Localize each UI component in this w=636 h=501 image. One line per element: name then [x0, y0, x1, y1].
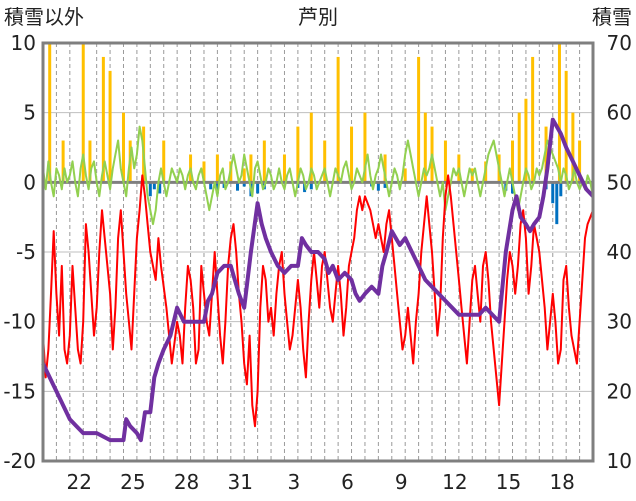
snowfall-bar	[162, 140, 166, 183]
snowfall-bar	[215, 154, 219, 183]
snowfall-bar	[323, 140, 327, 183]
precipitation-bar	[551, 182, 555, 204]
x-tick-label: 22	[67, 470, 92, 494]
snowfall-bar	[544, 126, 548, 183]
left-axis-ticks: 10 5 0 -5 -10 -15 -20	[3, 31, 36, 473]
snowfall-bar	[262, 140, 266, 183]
precipitation-bar	[152, 182, 156, 190]
snowfall-bar	[242, 168, 246, 183]
precipitation-bar	[511, 182, 515, 194]
left-tick-label: -15	[3, 379, 36, 403]
temp-max-line	[42, 174, 594, 428]
x-tick-label: 3	[288, 470, 301, 494]
snowfall-bar	[350, 126, 354, 183]
snowfall-bar	[108, 70, 112, 183]
snowfall-bar	[336, 56, 340, 183]
snowfall-bar	[61, 140, 65, 183]
x-tick-label: 25	[120, 470, 145, 494]
snowfall-bar	[309, 112, 313, 183]
x-axis-ticks: 22 25 28 31 3 6 9 12 15 18	[67, 470, 575, 494]
precipitation-bar	[215, 182, 219, 194]
x-tick-label: 9	[395, 470, 408, 494]
x-tick-label: 6	[341, 470, 354, 494]
snowfall-bar	[48, 43, 52, 183]
snowfall-bar	[296, 126, 300, 183]
precipitation-bar	[555, 182, 559, 225]
line-series	[41, 117, 595, 443]
precipitation-bar	[559, 182, 563, 197]
snowfall-bar	[81, 43, 85, 183]
right-tick-label: 50	[607, 170, 632, 194]
snowfall-bar	[403, 168, 407, 183]
snowfall-bar	[417, 56, 421, 183]
left-tick-label: 10	[11, 31, 36, 55]
right-tick-label: 40	[607, 240, 632, 264]
precipitation-bar	[242, 182, 246, 187]
precipitation-bar	[236, 182, 240, 191]
precipitation-bar	[158, 182, 162, 194]
left-tick-label: 5	[23, 101, 36, 125]
x-tick-label: 28	[174, 470, 199, 494]
snowfall-bar	[423, 112, 427, 183]
snowfall-bar	[517, 112, 521, 183]
snowfall-bars	[48, 43, 582, 183]
left-tick-label: -10	[3, 310, 36, 334]
x-tick-label: 15	[496, 470, 521, 494]
temp-mean-line	[42, 125, 594, 226]
left-tick-label: -5	[16, 240, 36, 264]
precipitation-bar	[256, 182, 260, 194]
right-axis-ticks: 70 60 50 40 30 20 10	[607, 31, 632, 473]
snowfall-bar	[88, 140, 92, 183]
x-tick-label: 12	[442, 470, 467, 494]
snowfall-bar	[202, 161, 206, 183]
x-tick-label: 18	[549, 470, 574, 494]
snowfall-bar	[578, 140, 582, 183]
snowfall-bar	[524, 98, 528, 183]
snowfall-bar	[101, 56, 105, 183]
x-tick-label: 31	[227, 470, 252, 494]
snowfall-bar	[249, 154, 253, 183]
right-axis-label: 積雪	[592, 5, 632, 29]
precipitation-bar	[383, 182, 387, 188]
snowfall-bar	[511, 140, 515, 183]
right-tick-label: 60	[607, 101, 632, 125]
right-tick-label: 70	[607, 31, 632, 55]
precipitation-bar	[309, 182, 313, 190]
left-tick-label: 0	[23, 170, 36, 194]
precipitation-bar	[376, 182, 380, 191]
snowfall-bar	[557, 43, 561, 183]
left-tick-label: -20	[3, 449, 36, 473]
right-tick-label: 20	[607, 379, 632, 403]
right-tick-label: 10	[607, 449, 632, 473]
precipitation-bar	[209, 182, 213, 190]
snowfall-bar	[383, 154, 387, 183]
precipitation-bar	[148, 182, 152, 197]
snowfall-bar	[531, 56, 535, 183]
snowfall-bar	[443, 140, 447, 183]
snowfall-bar	[363, 112, 367, 183]
snowfall-bar	[121, 112, 125, 183]
right-tick-label: 30	[607, 310, 632, 334]
snow-depth-line	[41, 117, 595, 443]
snowfall-bar	[564, 70, 568, 183]
snowfall-bar	[282, 154, 286, 183]
snowfall-bar	[571, 112, 575, 183]
plot-frame	[41, 41, 595, 463]
chart-title: 芦別	[298, 5, 338, 29]
left-axis-label: 積雪以外	[4, 5, 84, 29]
